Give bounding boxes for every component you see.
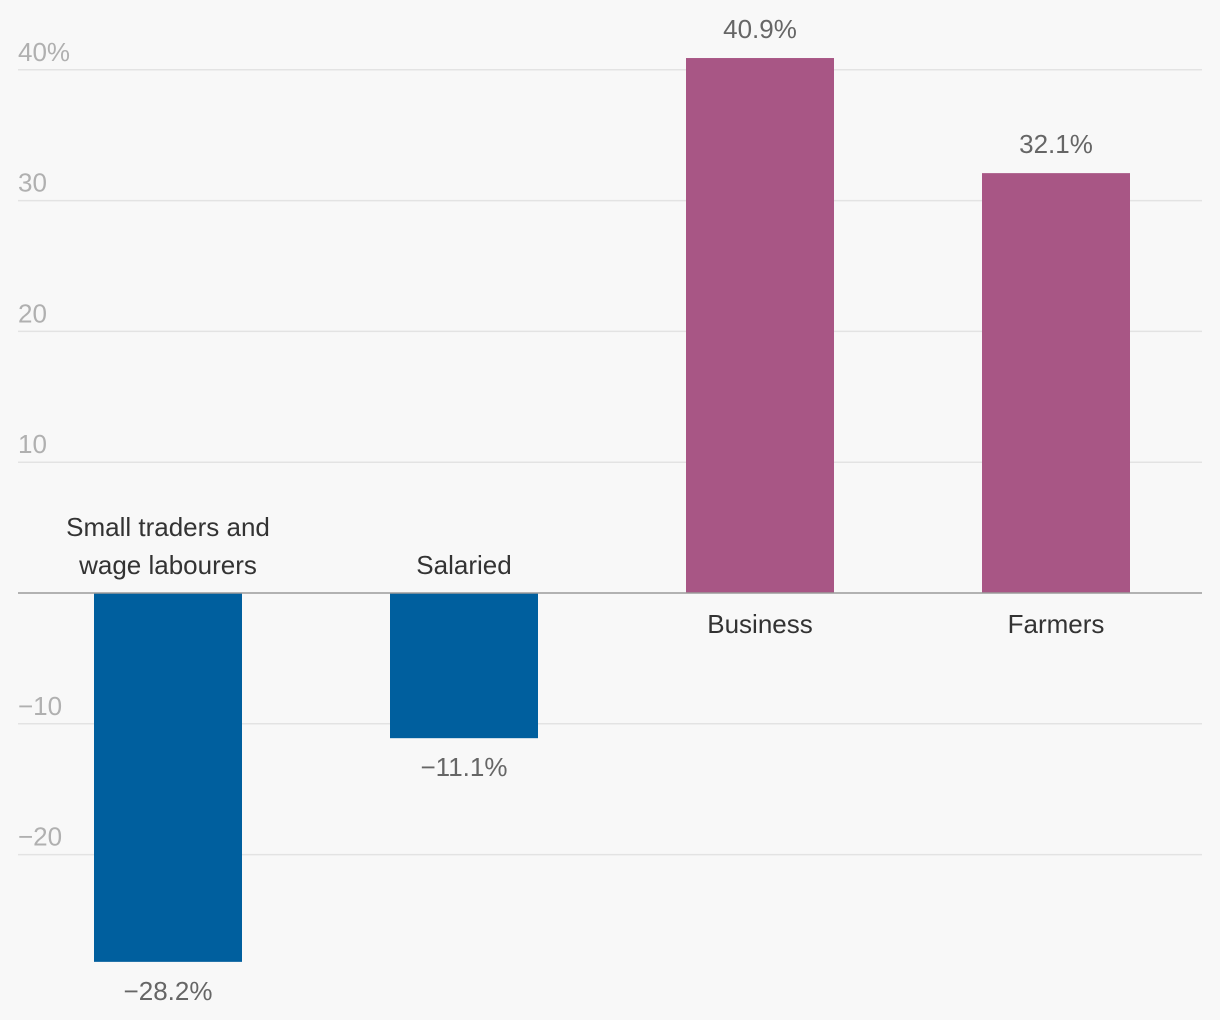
data-label: −11.1%	[421, 752, 508, 782]
bar	[94, 593, 242, 962]
data-label: −28.2%	[124, 976, 213, 1006]
y-tick-label: 10	[18, 429, 47, 459]
y-axis-ticks: −20 −10 10 20 30 40%	[18, 37, 70, 852]
y-tick-label: 30	[18, 168, 47, 198]
bar	[390, 593, 538, 739]
category-label: Salaried	[416, 550, 511, 580]
y-tick-label: −10	[18, 691, 62, 721]
y-tick-label: 40%	[18, 37, 70, 67]
bar	[686, 58, 834, 593]
y-tick-label: −20	[18, 822, 62, 852]
category-label: Farmers	[1008, 609, 1105, 639]
bars	[94, 58, 1130, 962]
bar	[982, 173, 1130, 593]
category-label: Business	[707, 609, 813, 639]
category-label: Small traders and	[66, 512, 270, 542]
category-label: wage labourers	[78, 550, 257, 580]
data-label: 32.1%	[1019, 129, 1093, 159]
labels: −28.2% Small traders and wage labourers −11…	[66, 14, 1104, 1006]
data-label: 40.9%	[723, 14, 797, 44]
y-tick-label: 20	[18, 298, 47, 328]
